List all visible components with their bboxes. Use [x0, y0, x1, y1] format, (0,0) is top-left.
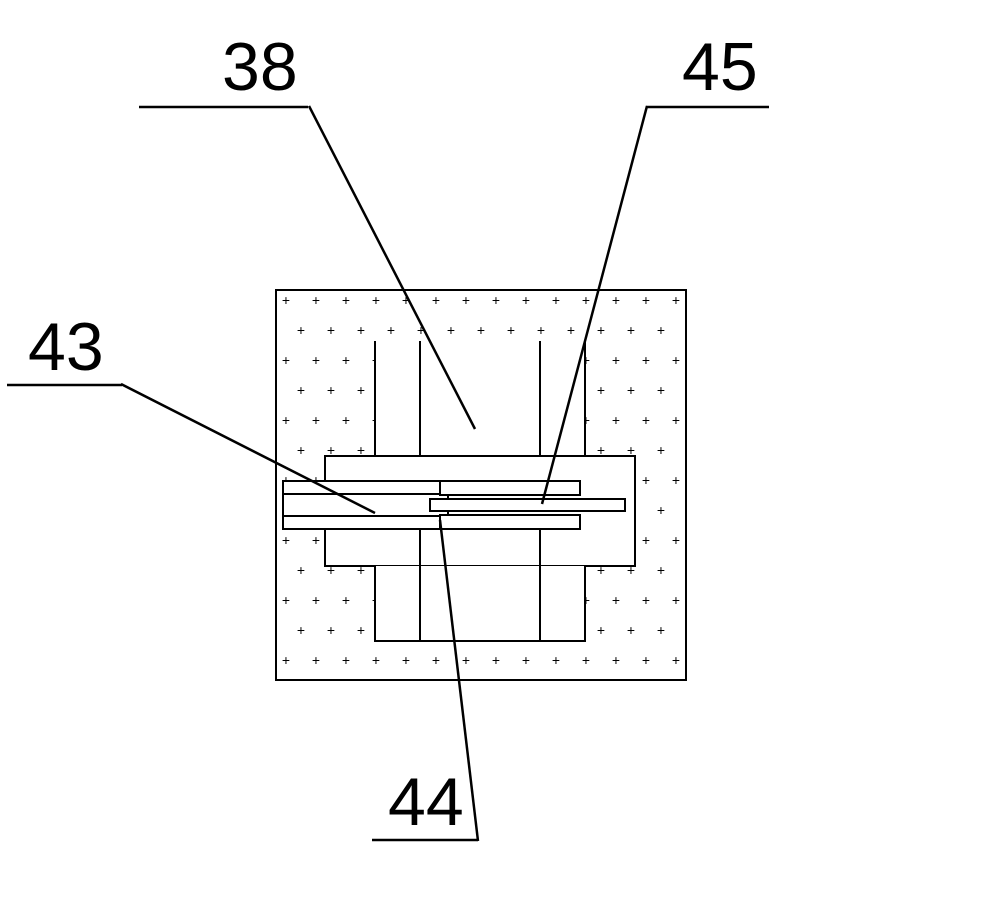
svg-text:+: + — [312, 292, 320, 308]
svg-text:+: + — [342, 292, 350, 308]
svg-text:+: + — [522, 292, 530, 308]
svg-text:+: + — [642, 472, 650, 488]
svg-text:+: + — [492, 652, 500, 668]
svg-text:+: + — [282, 352, 290, 368]
svg-text:+: + — [342, 652, 350, 668]
plate-mid — [430, 499, 625, 511]
svg-text:+: + — [312, 652, 320, 668]
svg-text:+: + — [672, 652, 680, 668]
svg-text:+: + — [312, 592, 320, 608]
svg-text:+: + — [282, 532, 290, 548]
svg-text:+: + — [627, 622, 635, 638]
svg-text:+: + — [282, 652, 290, 668]
svg-text:+: + — [672, 532, 680, 548]
svg-text:+: + — [477, 322, 485, 338]
svg-text:+: + — [672, 292, 680, 308]
svg-text:+: + — [567, 322, 575, 338]
svg-text:+: + — [612, 292, 620, 308]
plate-bottom — [440, 515, 580, 529]
svg-text:+: + — [672, 352, 680, 368]
svg-text:+: + — [657, 562, 665, 578]
svg-text:+: + — [372, 292, 380, 308]
svg-text:+: + — [657, 502, 665, 518]
svg-text:+: + — [627, 322, 635, 338]
svg-text:+: + — [402, 652, 410, 668]
svg-text:+: + — [327, 382, 335, 398]
svg-text:+: + — [627, 382, 635, 398]
svg-text:+: + — [642, 412, 650, 428]
svg-text:+: + — [657, 622, 665, 638]
svg-text:+: + — [672, 412, 680, 428]
svg-text:+: + — [657, 442, 665, 458]
svg-text:+: + — [507, 322, 515, 338]
svg-text:+: + — [432, 652, 440, 668]
svg-text:+: + — [552, 292, 560, 308]
svg-text:+: + — [612, 352, 620, 368]
svg-text:+: + — [387, 322, 395, 338]
svg-text:+: + — [492, 292, 500, 308]
svg-text:+: + — [297, 562, 305, 578]
svg-text:+: + — [297, 442, 305, 458]
svg-text:+: + — [327, 322, 335, 338]
svg-text:+: + — [357, 322, 365, 338]
svg-text:+: + — [552, 652, 560, 668]
svg-text:+: + — [672, 472, 680, 488]
svg-text:+: + — [327, 622, 335, 638]
svg-text:+: + — [432, 292, 440, 308]
bottom-recess — [375, 566, 585, 641]
svg-text:+: + — [642, 532, 650, 548]
plate-top — [440, 481, 580, 495]
svg-text:+: + — [612, 412, 620, 428]
left-arm — [283, 481, 448, 529]
svg-text:+: + — [342, 352, 350, 368]
svg-text:+: + — [642, 652, 650, 668]
leader-43 — [121, 384, 375, 513]
svg-text:+: + — [297, 322, 305, 338]
svg-text:+: + — [372, 652, 380, 668]
svg-text:+: + — [297, 382, 305, 398]
svg-text:+: + — [282, 292, 290, 308]
svg-text:+: + — [357, 622, 365, 638]
svg-text:+: + — [342, 412, 350, 428]
svg-text:+: + — [612, 652, 620, 668]
svg-text:+: + — [657, 322, 665, 338]
svg-text:+: + — [642, 592, 650, 608]
svg-text:+: + — [297, 622, 305, 638]
svg-text:+: + — [282, 412, 290, 428]
svg-text:+: + — [537, 322, 545, 338]
svg-text:+: + — [462, 292, 470, 308]
svg-text:+: + — [582, 292, 590, 308]
svg-text:+: + — [522, 652, 530, 668]
svg-text:+: + — [672, 592, 680, 608]
svg-text:+: + — [642, 352, 650, 368]
svg-text:+: + — [597, 622, 605, 638]
svg-text:+: + — [597, 322, 605, 338]
svg-text:+: + — [582, 652, 590, 668]
svg-text:+: + — [642, 292, 650, 308]
svg-text:+: + — [357, 382, 365, 398]
svg-text:+: + — [312, 412, 320, 428]
svg-text:+: + — [612, 592, 620, 608]
svg-text:+: + — [282, 592, 290, 608]
svg-text:+: + — [657, 382, 665, 398]
svg-text:+: + — [312, 532, 320, 548]
svg-text:+: + — [312, 352, 320, 368]
svg-text:+: + — [447, 322, 455, 338]
svg-text:+: + — [462, 652, 470, 668]
svg-text:+: + — [342, 592, 350, 608]
svg-text:+: + — [597, 382, 605, 398]
technical-diagram: + + + + + + + + + + + + + + + + + + + + + + + + + + + + + + + + + + + + + + + +… — [0, 0, 1000, 897]
